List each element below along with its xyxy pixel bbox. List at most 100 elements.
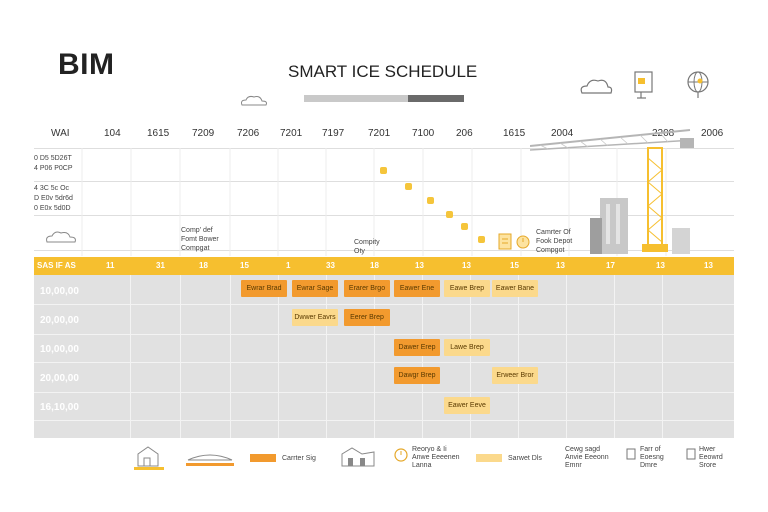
annotation: Fomt Bower <box>181 236 219 243</box>
row-label: 16,10,00 <box>40 402 79 413</box>
factory-icon <box>341 447 375 467</box>
annotation: Compgot <box>536 247 565 254</box>
column-header-label: 15 <box>240 261 249 270</box>
legend-swatch-light <box>476 454 502 462</box>
timeline-label: 7100 <box>412 128 435 139</box>
page-title: SMART ICE SCHEDULE <box>288 62 478 81</box>
task-bar[interactable]: Eawe Brep <box>444 280 490 297</box>
house-icon <box>134 446 164 470</box>
timeline-label: 2004 <box>551 128 574 139</box>
task-bar[interactable]: Lawe Brep <box>444 339 490 356</box>
cloud-icon <box>46 231 76 243</box>
column-header-label: 11 <box>106 261 115 270</box>
note-small-icon <box>686 448 696 460</box>
timeline-label: 206 <box>456 128 473 139</box>
grid-col-divider <box>470 275 471 438</box>
schedule-column-header: SAS IF AS 11 31 18 15 1 33 18 13 13 15 1… <box>34 257 734 275</box>
timeline-label: 1615 <box>503 128 526 139</box>
grid-col-divider <box>374 275 375 438</box>
column-header-label: 15 <box>510 261 519 270</box>
timeline-label: 7201 <box>280 128 303 139</box>
column-header-label: 1 <box>286 261 291 270</box>
legend-label: Emnr <box>565 462 582 469</box>
column-header-label: 18 <box>370 261 379 270</box>
calendar-clock-icon <box>498 233 530 250</box>
timeline-label: 7206 <box>237 128 260 139</box>
row-label: 20,00,00 <box>40 373 79 384</box>
task-bar[interactable]: Erweer Bror <box>492 367 538 384</box>
column-header-label: 33 <box>326 261 335 270</box>
legend-label: Carrter Sig <box>282 455 316 462</box>
legend-label: Hwer <box>699 446 716 453</box>
grid-col-divider <box>278 275 279 438</box>
column-header-label: 13 <box>462 261 471 270</box>
timeline-label: 7197 <box>322 128 345 139</box>
legend-label: Anvie Eeeonn <box>565 454 609 461</box>
grid-row-divider <box>34 362 734 363</box>
legend-label: Reoryo & Ii <box>412 446 447 453</box>
task-bar[interactable]: Erarer Brgo <box>344 280 390 297</box>
grid-col-divider <box>566 275 567 438</box>
column-header-label: 13 <box>656 261 665 270</box>
task-bar[interactable]: Eawer Ene <box>394 280 440 297</box>
legend-label: Lanna <box>412 462 432 469</box>
task-bar[interactable]: Eawer Eeve <box>444 397 490 414</box>
timeline-label: 1615 <box>147 128 170 139</box>
document-icon[interactable] <box>633 70 655 100</box>
task-bar[interactable]: Eerer Brep <box>344 309 390 326</box>
timeline-label: 104 <box>104 128 121 139</box>
annotation: Fook Depot <box>536 238 573 245</box>
side-note: 4 3C 5c Oc <box>34 185 70 192</box>
side-note: 0 D5 5D26T <box>34 155 72 162</box>
task-bar[interactable]: Dwwer Eavrs <box>292 309 338 326</box>
task-bar[interactable]: Ewrar Sage <box>292 280 338 297</box>
column-header-label: SAS IF AS <box>37 261 76 270</box>
annotation: Camrter Of <box>536 229 571 236</box>
task-bar[interactable]: Dawer Erep <box>394 339 440 356</box>
annotation: Comp' def <box>181 227 213 234</box>
legend-label: Cewg sagd <box>565 446 601 453</box>
clock-icon <box>394 448 408 462</box>
cloud-icon <box>241 95 267 106</box>
milestone-dot <box>461 223 468 230</box>
progress-fill <box>408 95 464 102</box>
grid-col-divider <box>326 275 327 438</box>
side-note: 4 P06 P0CP <box>34 165 73 172</box>
grid-col-divider <box>662 275 663 438</box>
milestone-dot <box>380 167 387 174</box>
grid-row-divider <box>34 392 734 393</box>
grid-row-divider <box>34 420 734 421</box>
milestone-dot <box>427 197 434 204</box>
annotation: Oty <box>354 248 365 255</box>
grid-col-divider <box>130 275 131 438</box>
legend-label: Eoesng <box>640 454 664 461</box>
bridge-icon <box>186 454 234 466</box>
grid-row-divider <box>34 334 734 335</box>
legend-label: Dmre <box>640 462 658 469</box>
construction-crane-illustration <box>530 129 695 254</box>
legend-label: Farr of <box>640 446 661 453</box>
column-header-label: 13 <box>415 261 424 270</box>
column-header-label: 31 <box>156 261 165 270</box>
column-header-label: 18 <box>199 261 208 270</box>
brand-logo: BIM <box>58 48 115 81</box>
schedule-progress-bar <box>304 95 464 102</box>
column-header-label: 13 <box>704 261 713 270</box>
cloud-outline-icon[interactable] <box>578 74 614 96</box>
task-bar[interactable]: Ewrar Brad <box>241 280 287 297</box>
side-note: D E0v 5dr6d <box>34 195 73 202</box>
row-label: 20,00,00 <box>40 315 79 326</box>
globe-balloon-icon[interactable] <box>684 70 712 100</box>
timeline-label: WAI <box>51 128 70 139</box>
timeline-label: 7209 <box>192 128 215 139</box>
document-small-icon <box>626 448 636 460</box>
task-bar[interactable]: Eawer Bane <box>492 280 538 297</box>
column-header-label: 13 <box>556 261 565 270</box>
legend-label: Sarwet Dls <box>508 455 542 462</box>
upper-vertical-gridlines <box>81 148 667 256</box>
legend-label: Srore <box>699 462 717 469</box>
task-bar[interactable]: Dawgr Brep <box>394 367 440 384</box>
timeline-label: 2006 <box>701 128 724 139</box>
side-note: 0 E0x 5d0D <box>34 205 71 212</box>
annotation: Compity <box>354 239 380 246</box>
